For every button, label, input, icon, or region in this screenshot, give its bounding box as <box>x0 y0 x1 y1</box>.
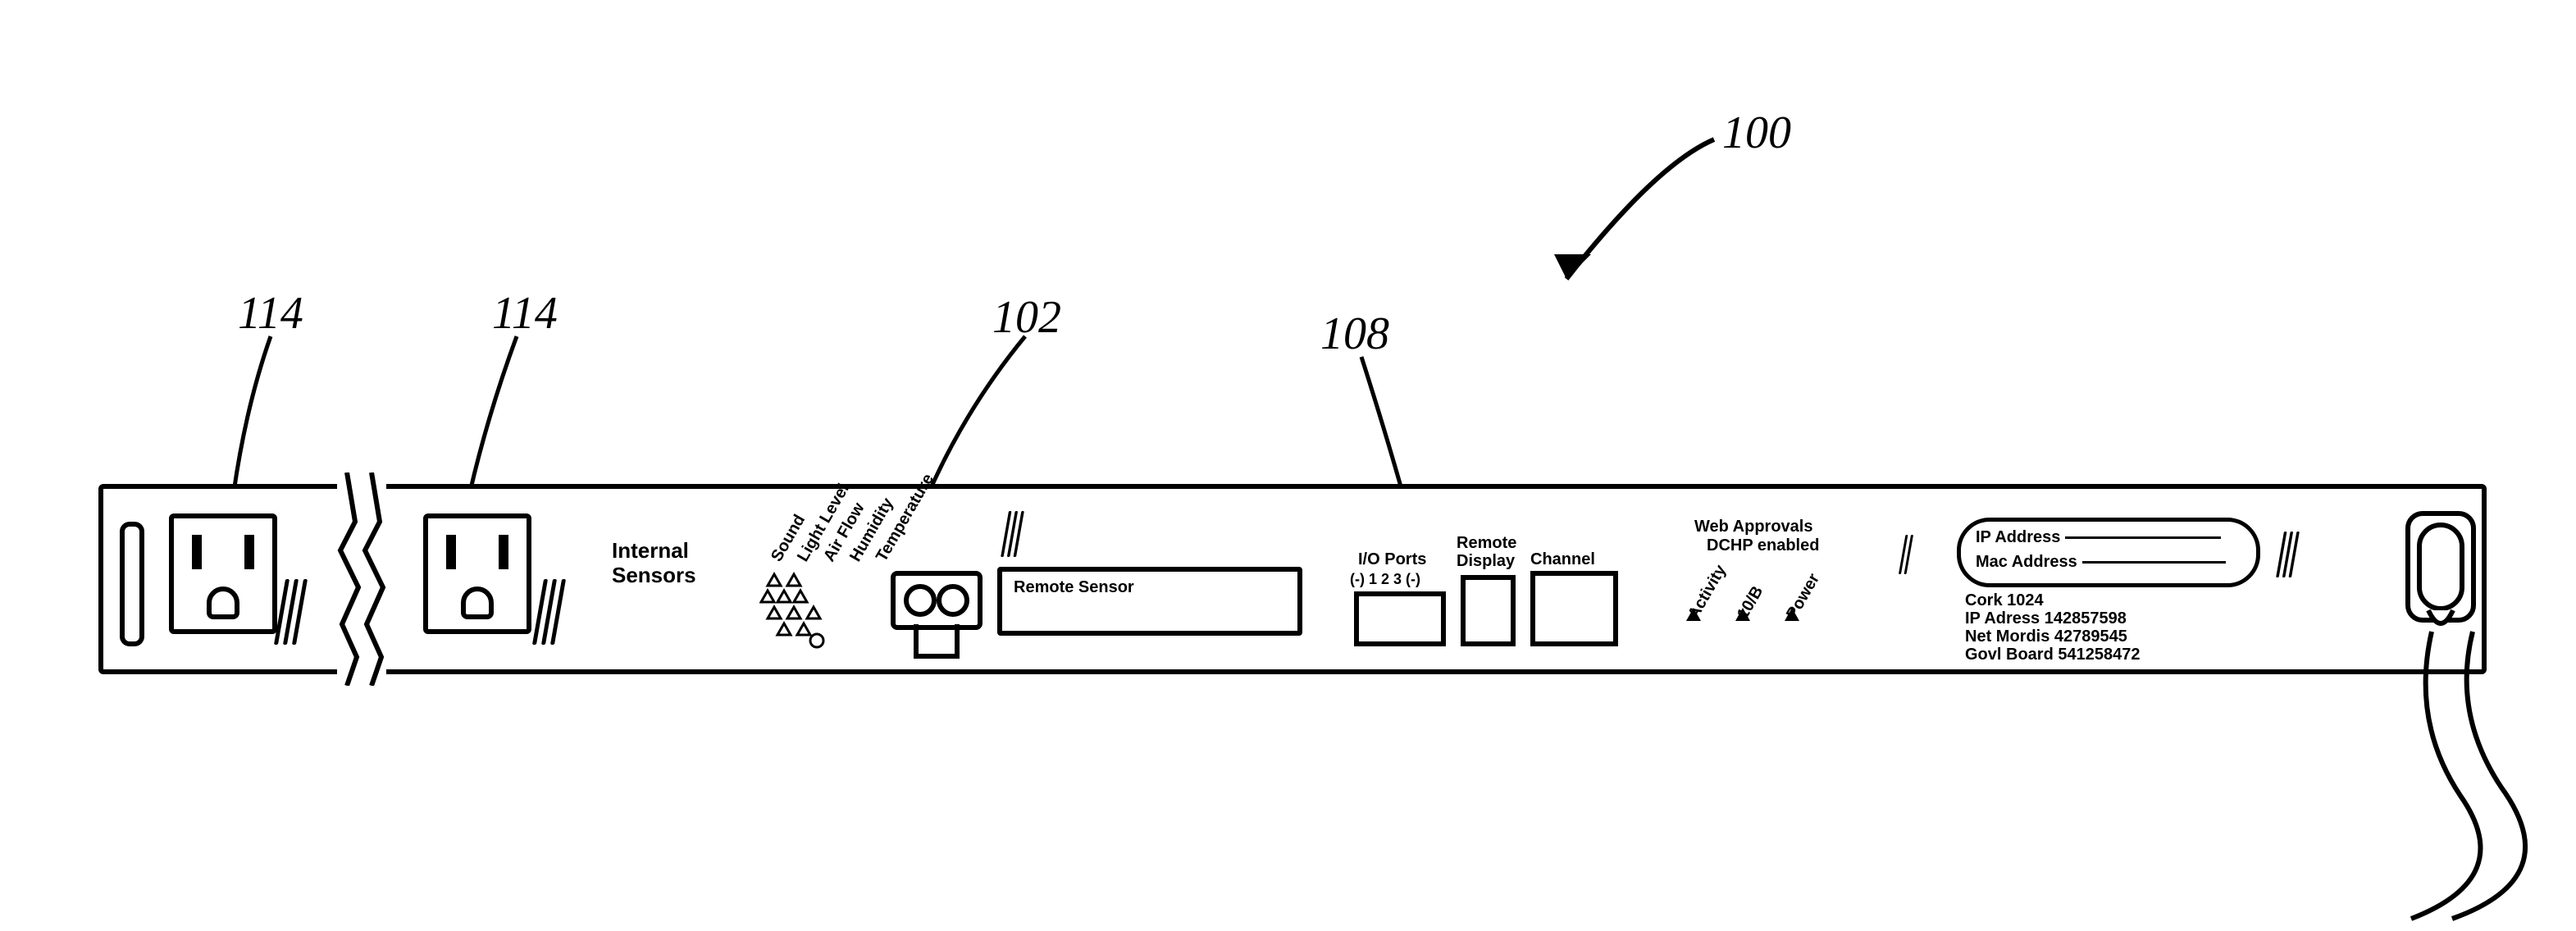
power-inlet[interactable] <box>2400 505 2490 628</box>
jack-stem <box>914 624 960 659</box>
hatch-icon <box>1005 511 1020 557</box>
led-activity-label: Activity <box>1685 562 1730 623</box>
device-panel: InternalSensors Sound Light Level Air Fl… <box>98 484 2487 674</box>
power-cord <box>2313 623 2575 927</box>
mount-slot-left <box>120 522 144 646</box>
dhcp-label: DCHP enabled <box>1707 536 1819 555</box>
address-box: IP Address Mac Address <box>1957 518 2260 587</box>
io-ports[interactable] <box>1354 591 1446 646</box>
outlet-2[interactable] <box>423 513 531 634</box>
hatch-icon <box>538 579 560 645</box>
leader-114b <box>455 332 554 504</box>
leader-102 <box>919 332 1083 496</box>
channel-label: Channel <box>1530 550 1595 569</box>
info-ip: IP Adress 142857598 <box>1965 609 2127 628</box>
info-govl: Govl Board 541258472 <box>1965 646 2140 664</box>
io-ports-sub-label: (-) 1 2 3 (-) <box>1350 571 1420 588</box>
channel-port[interactable] <box>1530 571 1618 646</box>
io-ports-label: I/O Ports <box>1358 550 1426 569</box>
hatch-icon <box>1902 535 1910 574</box>
ip-address-label: IP Address <box>1976 528 2221 547</box>
mac-address-label: Mac Address <box>1976 553 2226 572</box>
outlet-1[interactable] <box>169 513 277 634</box>
leader-114a <box>221 332 320 504</box>
hatch-icon <box>280 579 302 645</box>
hatch-icon <box>2280 532 2296 577</box>
info-net: Net Mordis 42789545 <box>1965 628 2127 646</box>
web-approvals-label: Web Approvals <box>1694 518 1812 536</box>
remote-display-port[interactable] <box>1461 575 1516 646</box>
remote-sensor-slot[interactable]: Remote Sensor <box>997 567 1302 636</box>
led-power-label: Power <box>1783 571 1824 623</box>
sensor-array-icon <box>759 571 858 645</box>
audio-jack[interactable] <box>891 571 983 630</box>
remote-display-label: RemoteDisplay <box>1457 534 1516 570</box>
break-cut <box>337 472 386 686</box>
remote-sensor-label: Remote Sensor <box>1014 578 1134 597</box>
info-cork: Cork 1024 <box>1965 591 2044 610</box>
arrow-100 <box>1501 123 1747 303</box>
internal-sensors-label: InternalSensors <box>612 538 696 587</box>
